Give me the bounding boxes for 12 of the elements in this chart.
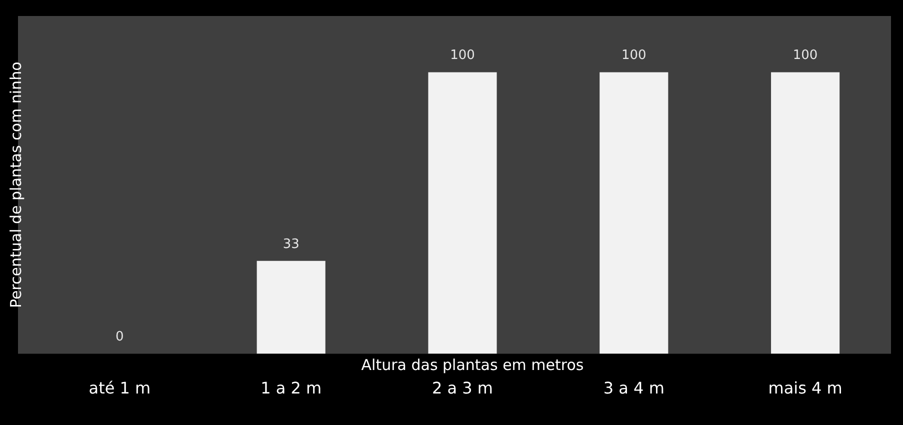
x-tick-label: até 1 m [88, 378, 151, 398]
x-axis-title: Altura das plantas em metros [361, 356, 584, 374]
data-label: 0 [116, 330, 124, 345]
x-tick-label: 2 a 3 m [432, 378, 494, 398]
data-label: 100 [621, 48, 646, 64]
y-axis-title: Percentual de plantas com ninho [6, 62, 25, 308]
data-label: 100 [792, 48, 818, 64]
data-label: 33 [282, 236, 300, 252]
data-label: 100 [450, 48, 475, 64]
x-tick-label: 3 a 4 m [603, 378, 664, 398]
x-tick-label: mais 4 m [768, 378, 842, 398]
x-tick-label: 1 a 2 m [260, 378, 322, 398]
